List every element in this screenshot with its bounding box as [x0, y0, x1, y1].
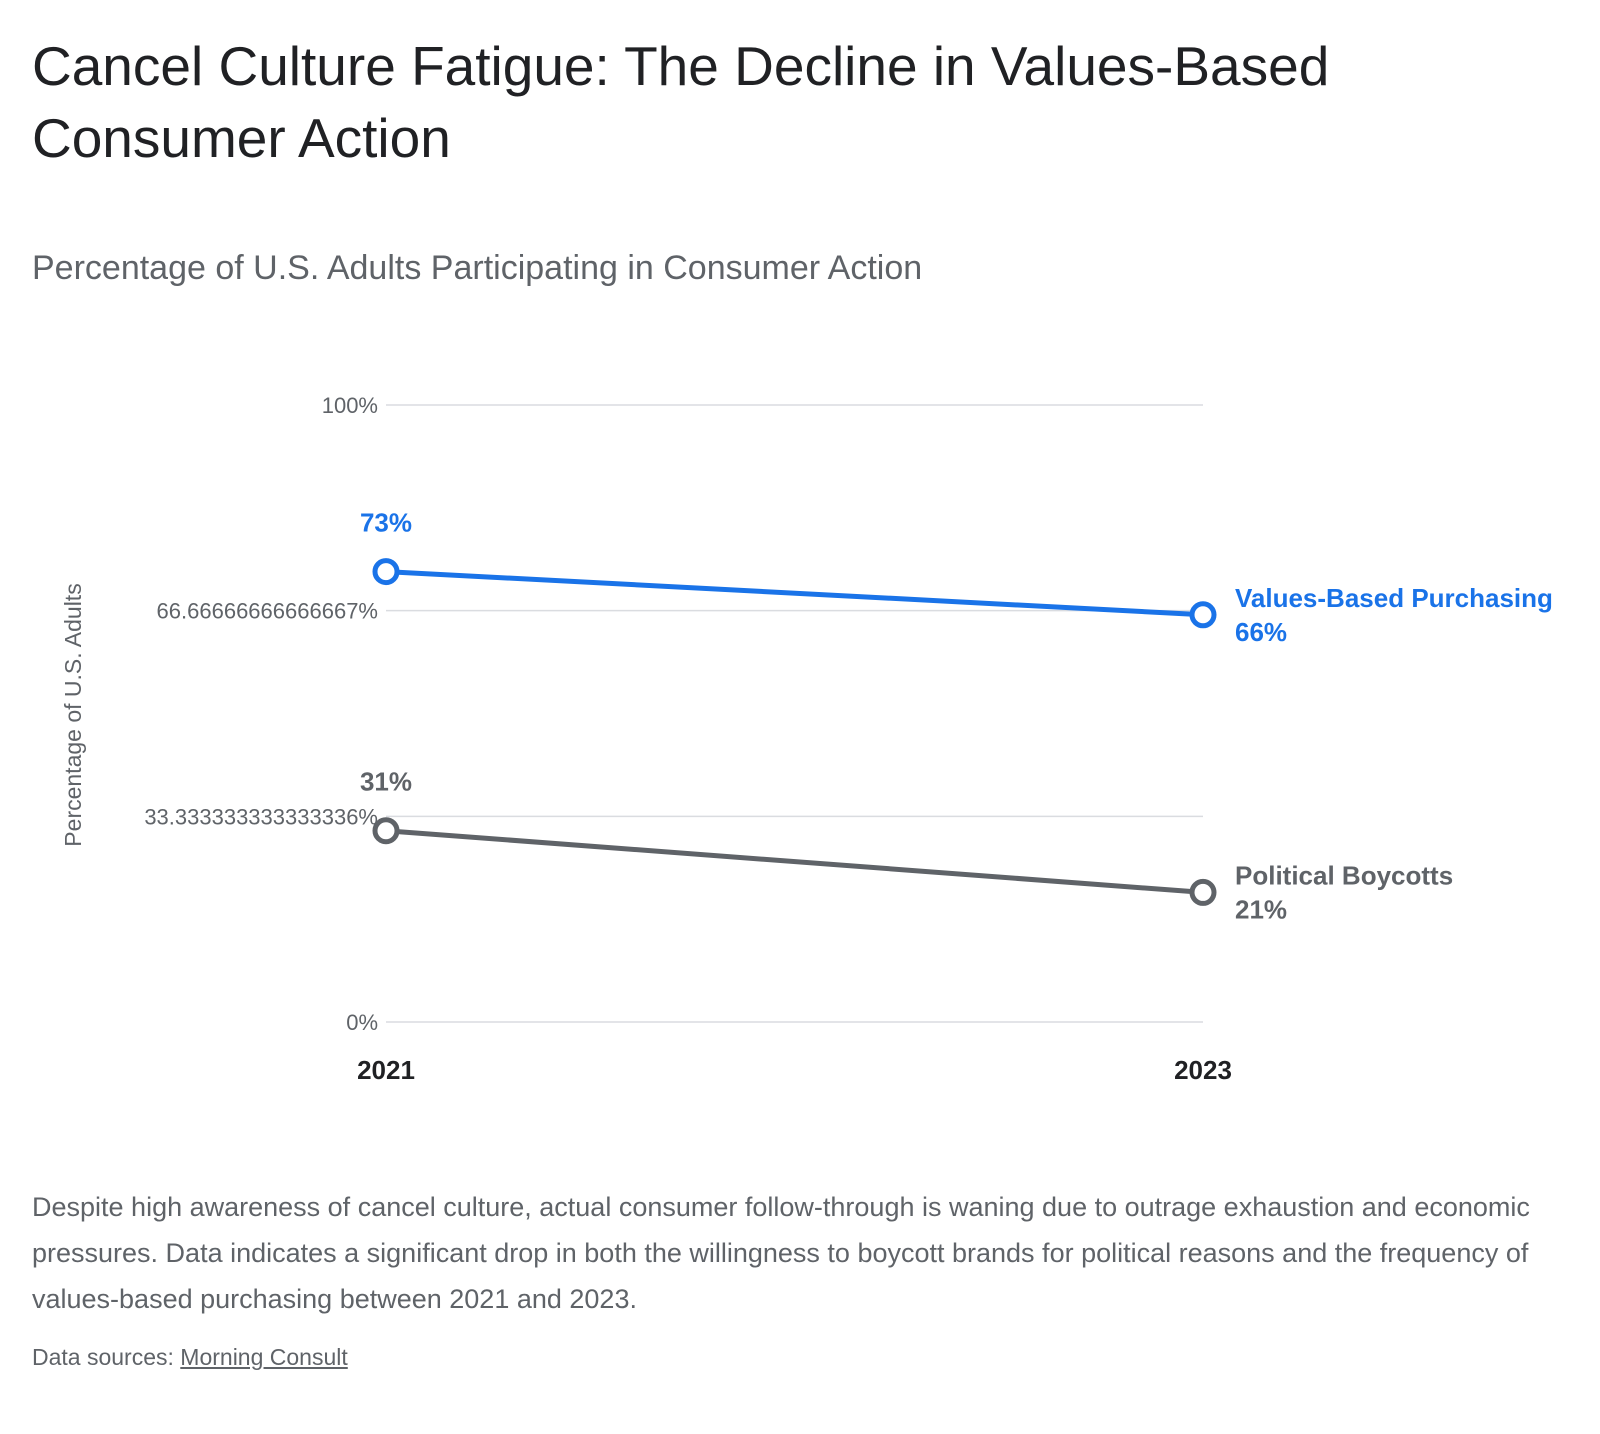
- y-tick-label: 0%: [346, 1010, 378, 1035]
- data-point: [1189, 601, 1217, 629]
- data-point: [1189, 878, 1217, 906]
- data-label: 66%: [1235, 617, 1287, 647]
- series-values-based-purchasing: 73% Values-Based Purchasing 66%: [360, 508, 1553, 647]
- y-tick-label: 100%: [322, 393, 378, 418]
- series-political-boycotts: 31% Political Boycotts 21%: [360, 767, 1453, 925]
- data-sources: Data sources: Morning Consult: [32, 1340, 348, 1374]
- y-axis-label: Percentage of U.S. Adults: [60, 583, 86, 846]
- series-layer: 73% Values-Based Purchasing 66% 31% Politica…: [360, 508, 1553, 925]
- data-point: [372, 817, 400, 845]
- x-tick-label: 2021: [357, 1055, 415, 1085]
- chart-description: Despite high awareness of cancel culture…: [32, 1192, 1530, 1314]
- series-line: [383, 828, 1206, 895]
- data-point: [372, 558, 400, 586]
- source-link-morning-consult[interactable]: Morning Consult: [180, 1344, 348, 1370]
- x-tick-labels: 2021 2023: [357, 1055, 1232, 1085]
- data-label: 73%: [360, 508, 412, 538]
- chart-subtitle: Percentage of U.S. Adults Participating …: [32, 249, 923, 287]
- y-tick-label: 66.66666666666667%: [157, 599, 378, 624]
- y-tick-labels: 0% 33.333333333333336% 66.66666666666667% 1…: [144, 393, 378, 1035]
- y-tick-label: 33.333333333333336%: [144, 804, 378, 829]
- data-label: 31%: [360, 767, 412, 797]
- x-tick-label: 2023: [1174, 1055, 1232, 1085]
- series-line: [383, 569, 1206, 618]
- chart-title: Cancel Culture Fatigue: The Decline in V…: [32, 35, 1330, 169]
- data-label: 21%: [1235, 894, 1287, 924]
- grid-layer: [386, 404, 1203, 1023]
- series-name-label: Values-Based Purchasing: [1235, 583, 1553, 613]
- series-name-label: Political Boycotts: [1235, 860, 1453, 890]
- sources-prefix: Data sources:: [32, 1344, 181, 1370]
